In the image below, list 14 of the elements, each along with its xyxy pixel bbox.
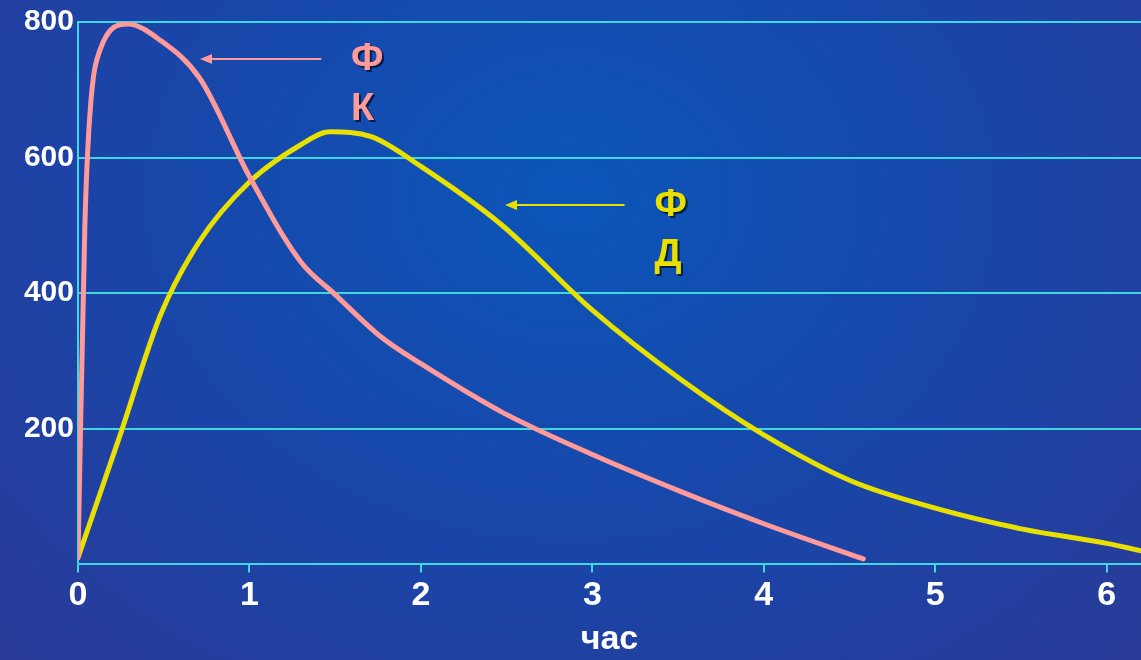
x-tick-label: 3: [582, 574, 602, 613]
y-tick-label: 400: [23, 274, 74, 308]
y-tick-label: 600: [23, 138, 74, 172]
y-tick-label: 200: [23, 410, 74, 444]
x-tick-label: 4: [754, 574, 774, 613]
legend-label: ФК: [351, 35, 384, 128]
x-axis-title: час: [580, 617, 639, 656]
x-tick-label: 2: [411, 574, 431, 613]
x-tick-label: 6: [1097, 574, 1117, 613]
legend-label: ФД: [654, 181, 687, 274]
y-tick-label: 800: [23, 3, 74, 37]
x-tick-label: 1: [239, 574, 259, 613]
x-tick-label: 0: [68, 574, 88, 613]
x-tick-label: 5: [925, 574, 945, 613]
